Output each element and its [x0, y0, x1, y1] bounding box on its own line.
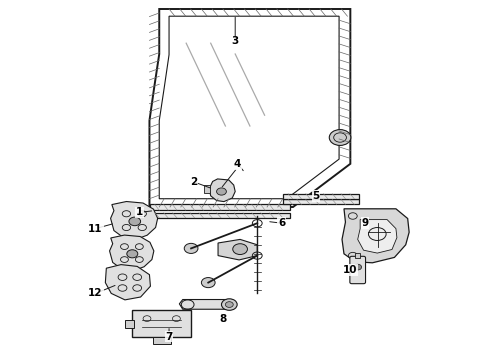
- Text: 1: 1: [136, 207, 143, 217]
- FancyBboxPatch shape: [132, 310, 191, 337]
- Text: 10: 10: [343, 265, 358, 275]
- Circle shape: [217, 188, 226, 195]
- Polygon shape: [110, 235, 154, 271]
- Circle shape: [329, 130, 351, 145]
- Circle shape: [233, 244, 247, 255]
- Polygon shape: [209, 179, 235, 202]
- Bar: [283, 199, 359, 204]
- Text: 7: 7: [165, 332, 173, 342]
- Text: 9: 9: [362, 218, 368, 228]
- Bar: [150, 204, 290, 210]
- Circle shape: [221, 299, 237, 310]
- Bar: [150, 213, 290, 218]
- Text: 3: 3: [232, 36, 239, 46]
- Text: 12: 12: [88, 288, 103, 298]
- Polygon shape: [342, 209, 409, 263]
- FancyBboxPatch shape: [350, 256, 366, 284]
- Bar: [153, 337, 171, 344]
- Circle shape: [354, 264, 362, 270]
- Polygon shape: [218, 239, 257, 260]
- Text: 8: 8: [220, 314, 226, 324]
- Polygon shape: [179, 300, 237, 309]
- Circle shape: [129, 217, 141, 226]
- Circle shape: [225, 302, 233, 307]
- Circle shape: [184, 243, 198, 253]
- Text: 5: 5: [313, 191, 319, 201]
- Bar: [125, 320, 134, 328]
- Text: 2: 2: [190, 177, 197, 187]
- Circle shape: [127, 250, 138, 258]
- Circle shape: [201, 278, 215, 288]
- Text: 11: 11: [88, 224, 103, 234]
- Bar: [283, 194, 359, 199]
- Polygon shape: [105, 265, 150, 300]
- Text: 4: 4: [234, 159, 242, 169]
- Bar: [355, 253, 360, 258]
- Text: 6: 6: [278, 218, 285, 228]
- Polygon shape: [111, 202, 158, 240]
- Bar: [204, 185, 210, 193]
- Polygon shape: [358, 220, 397, 253]
